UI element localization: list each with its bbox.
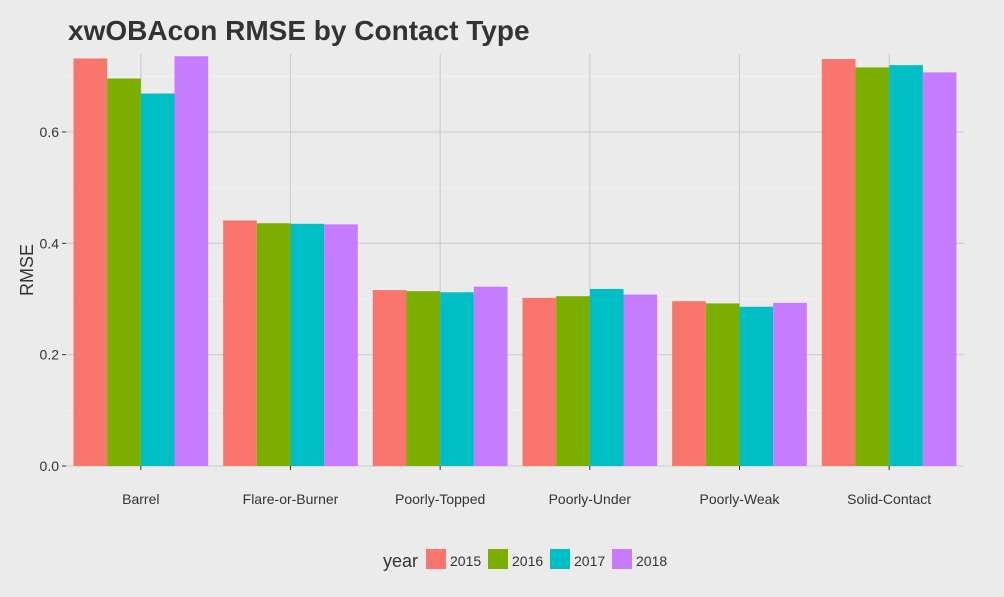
legend-title: year — [383, 551, 418, 571]
legend-label-2017: 2017 — [574, 553, 605, 569]
bar-poorly-under-2015 — [522, 297, 557, 466]
legend-key-2015 — [426, 549, 446, 569]
bar-flare-or-burner-2016 — [256, 223, 291, 466]
bar-flare-or-burner-2017 — [290, 223, 325, 466]
bar-poorly-weak-2017 — [739, 306, 774, 466]
bar-barrel-2017 — [140, 93, 175, 467]
x-tick-label: Poorly-Topped — [395, 491, 485, 507]
bar-flare-or-burner-2015 — [223, 220, 257, 466]
bar-poorly-topped-2016 — [406, 291, 441, 466]
bars — [73, 56, 957, 467]
y-tick-label: 0.2 — [40, 347, 60, 363]
chart-title: xwOBAcon RMSE by Contact Type — [68, 15, 530, 46]
bar-barrel-2015 — [73, 58, 108, 467]
bar-poorly-weak-2018 — [773, 302, 807, 466]
bar-poorly-under-2016 — [556, 296, 590, 466]
bar-barrel-2018 — [174, 56, 209, 467]
bar-poorly-weak-2015 — [672, 301, 706, 466]
bar-poorly-under-2017 — [589, 288, 624, 466]
bar-poorly-weak-2016 — [705, 303, 740, 466]
legend-label-2016: 2016 — [512, 553, 543, 569]
plot-panel — [66, 54, 964, 466]
legend-key-2017 — [550, 549, 570, 569]
bar-solid-contact-2018 — [922, 72, 957, 466]
y-axis: 0.0 0.2 0.4 0.6 — [40, 124, 66, 474]
legend-key-2016 — [488, 549, 508, 569]
bar-poorly-topped-2018 — [473, 286, 508, 466]
bar-poorly-under-2018 — [623, 294, 658, 466]
x-tick-label: Poorly-Under — [549, 491, 632, 507]
y-tick-label: 0.4 — [40, 235, 60, 251]
legend-key-2018 — [612, 549, 632, 569]
bar-barrel-2016 — [107, 78, 141, 466]
bar-poorly-topped-2015 — [372, 290, 407, 466]
y-tick-label: 0.0 — [40, 458, 60, 474]
x-tick-label: Solid-Contact — [847, 491, 931, 507]
x-tick-label: Poorly-Weak — [700, 491, 781, 507]
x-tick-label: Barrel — [122, 491, 159, 507]
legend: year 2015 2016 2017 2018 — [383, 549, 667, 571]
bar-flare-or-burner-2018 — [324, 224, 358, 466]
y-axis-title: RMSE — [17, 244, 37, 296]
bar-poorly-topped-2017 — [440, 292, 474, 466]
bar-solid-contact-2017 — [889, 65, 923, 466]
bar-solid-contact-2015 — [821, 59, 856, 467]
y-tick-label: 0.6 — [40, 124, 60, 140]
bar-solid-contact-2016 — [855, 67, 890, 467]
legend-label-2015: 2015 — [450, 553, 481, 569]
x-tick-label: Flare-or-Burner — [243, 491, 339, 507]
x-axis: Barrel Flare-or-Burner Poorly-Topped Poorly… — [122, 466, 931, 507]
legend-label-2018: 2018 — [636, 553, 667, 569]
